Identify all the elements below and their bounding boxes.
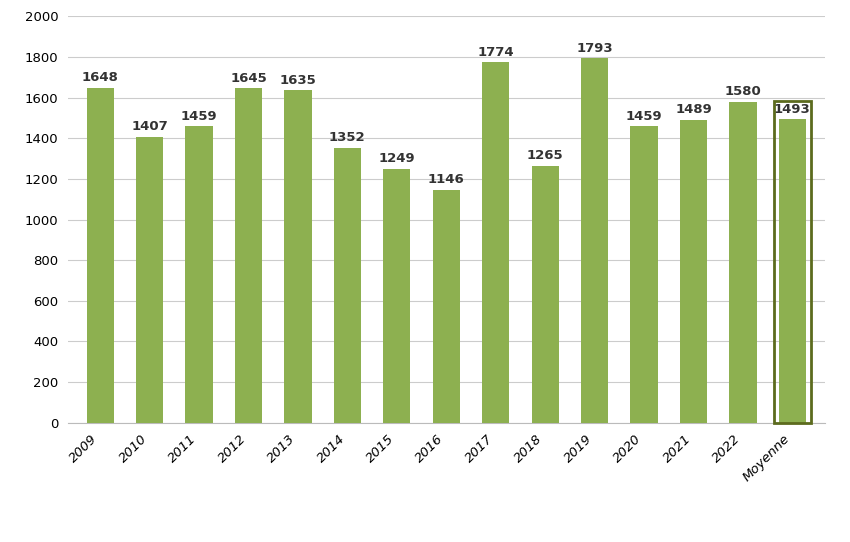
Text: 1407: 1407 (131, 120, 168, 133)
Text: 1793: 1793 (576, 42, 613, 55)
Bar (631, 126, 658, 423)
Bar (680, 120, 707, 423)
Text: 1645: 1645 (230, 72, 267, 85)
Text: 1265: 1265 (527, 149, 564, 162)
Text: 1580: 1580 (724, 85, 762, 98)
Bar (235, 88, 262, 423)
Text: 1352: 1352 (329, 131, 366, 144)
Bar (433, 190, 460, 423)
Bar (482, 62, 509, 423)
Bar (383, 169, 411, 423)
Text: 1648: 1648 (82, 71, 119, 84)
Text: 1493: 1493 (774, 102, 811, 115)
Bar (581, 59, 609, 423)
Bar (531, 166, 558, 423)
Text: 1459: 1459 (626, 109, 662, 122)
Bar (729, 102, 756, 423)
Text: 1249: 1249 (378, 152, 415, 165)
Text: 1489: 1489 (675, 104, 711, 117)
Bar (284, 91, 311, 423)
Text: 1774: 1774 (478, 46, 514, 59)
Bar (779, 119, 806, 423)
Bar (136, 137, 163, 423)
Text: 1146: 1146 (428, 173, 465, 186)
Text: 1459: 1459 (181, 109, 218, 122)
Text: 1635: 1635 (280, 74, 316, 87)
Bar (87, 88, 114, 423)
Bar (334, 148, 361, 423)
Bar (185, 126, 212, 423)
